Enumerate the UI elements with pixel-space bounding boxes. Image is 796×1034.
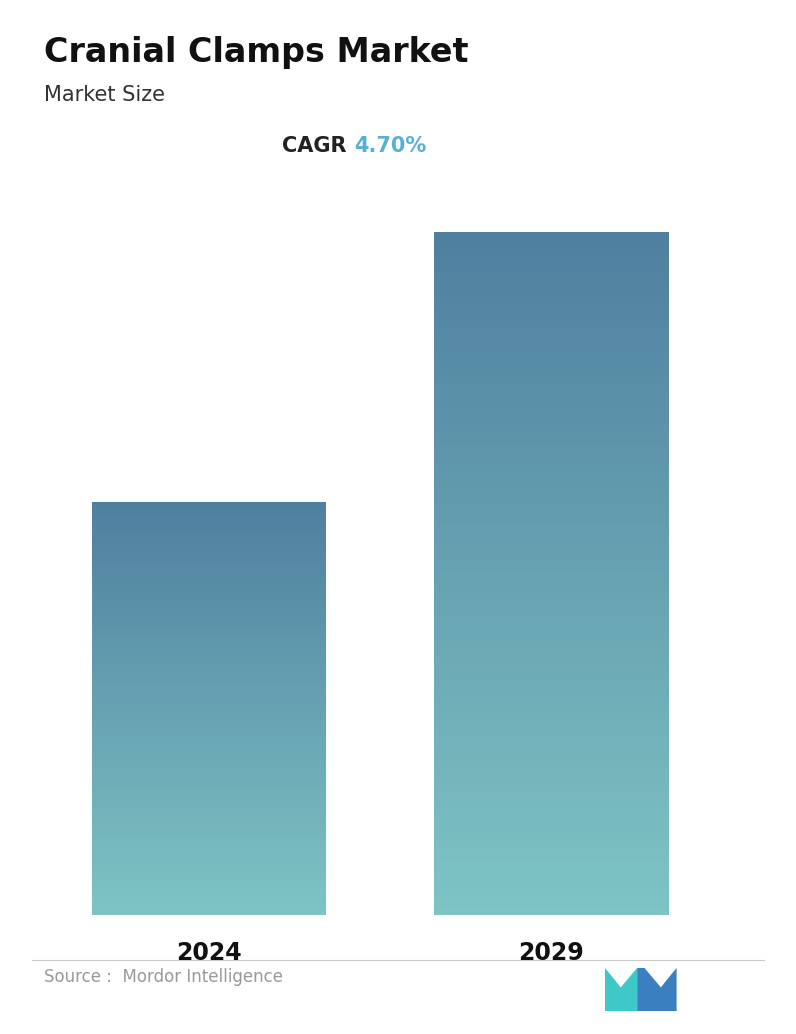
Text: 2024: 2024: [176, 941, 242, 965]
Text: CAGR: CAGR: [283, 136, 354, 156]
Text: Cranial Clamps Market: Cranial Clamps Market: [44, 36, 468, 69]
Polygon shape: [637, 968, 677, 1011]
Text: Source :  Mordor Intelligence: Source : Mordor Intelligence: [44, 968, 283, 986]
Text: 4.70%: 4.70%: [354, 136, 427, 156]
Text: 2029: 2029: [518, 941, 584, 965]
Polygon shape: [605, 968, 637, 1011]
Text: Market Size: Market Size: [44, 85, 165, 104]
